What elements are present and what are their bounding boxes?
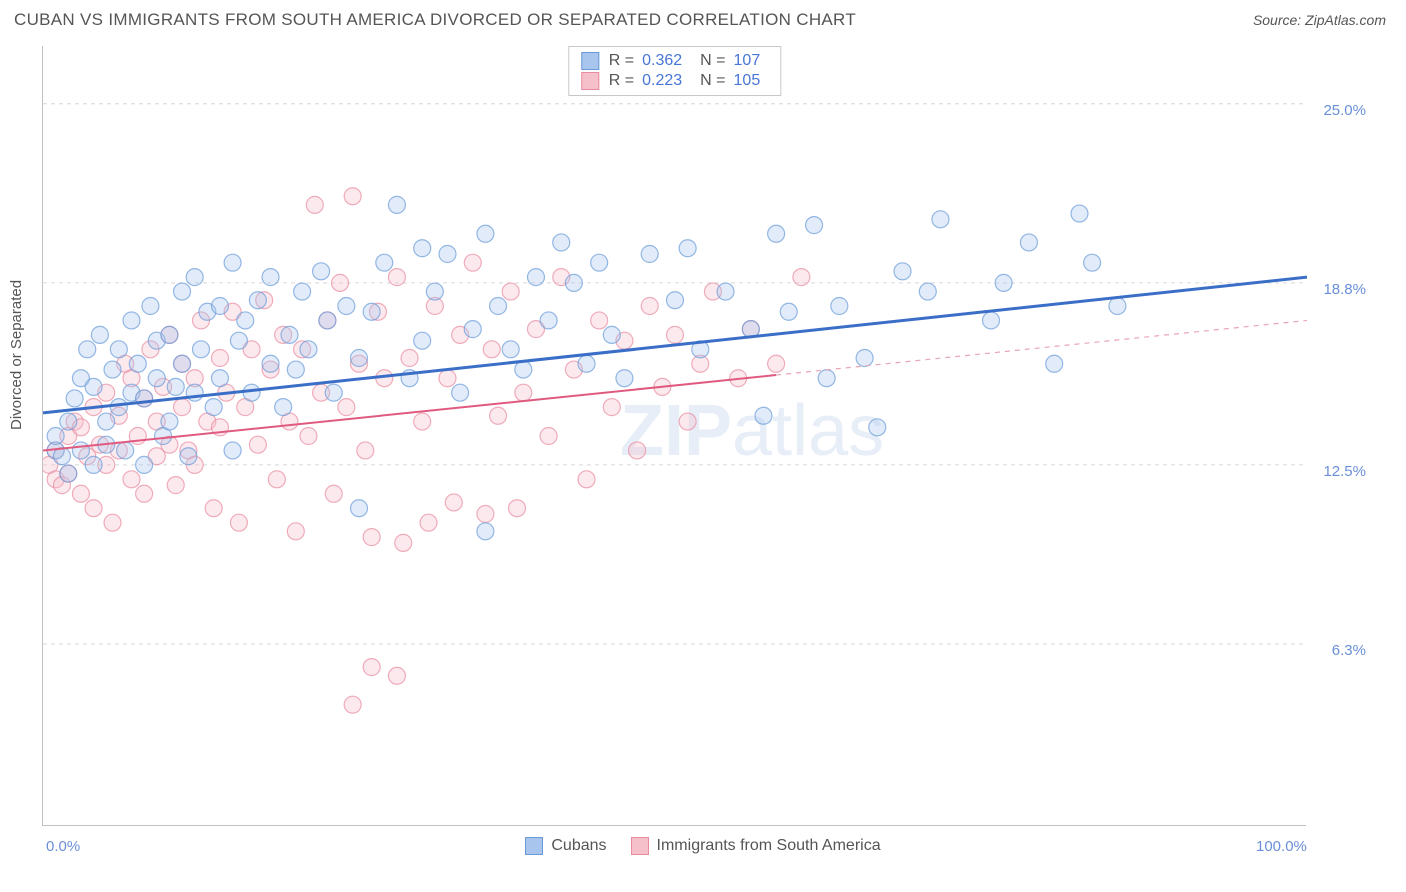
x-tick-label: 0.0%	[46, 838, 80, 855]
r-label: R =	[609, 52, 634, 70]
y-axis-label: Divorced or Separated	[8, 280, 25, 430]
n-value-sa: 105	[734, 72, 761, 90]
r-label: R =	[609, 72, 634, 90]
legend-series: Cubans Immigrants from South America	[0, 837, 1406, 855]
r-value-sa: 0.223	[642, 72, 682, 90]
swatch-pink	[581, 72, 599, 90]
series-label-sa: Immigrants from South America	[657, 837, 881, 855]
chart-title: CUBAN VS IMMIGRANTS FROM SOUTH AMERICA D…	[14, 10, 856, 30]
n-label: N =	[700, 52, 725, 70]
legend-stats: R = 0.362 N = 107 R = 0.223 N = 105	[568, 46, 781, 96]
scatter-plot	[43, 46, 1307, 826]
x-tick-label: 100.0%	[1256, 838, 1307, 855]
y-tick-label: 18.8%	[1323, 281, 1366, 298]
legend-item-cubans: Cubans	[525, 837, 606, 855]
legend-item-sa: Immigrants from South America	[631, 837, 881, 855]
swatch-blue	[525, 837, 543, 855]
legend-row-cubans: R = 0.362 N = 107	[581, 51, 768, 71]
series-label-cubans: Cubans	[551, 837, 606, 855]
r-value-cubans: 0.362	[642, 52, 682, 70]
source-label: Source: ZipAtlas.com	[1253, 12, 1386, 28]
legend-row-sa: R = 0.223 N = 105	[581, 71, 768, 91]
chart-area: R = 0.362 N = 107 R = 0.223 N = 105	[42, 46, 1306, 826]
y-tick-label: 12.5%	[1323, 463, 1366, 480]
swatch-pink	[631, 837, 649, 855]
n-value-cubans: 107	[734, 52, 761, 70]
n-label: N =	[700, 72, 725, 90]
y-tick-label: 6.3%	[1332, 642, 1366, 659]
swatch-blue	[581, 52, 599, 70]
y-tick-label: 25.0%	[1323, 102, 1366, 119]
